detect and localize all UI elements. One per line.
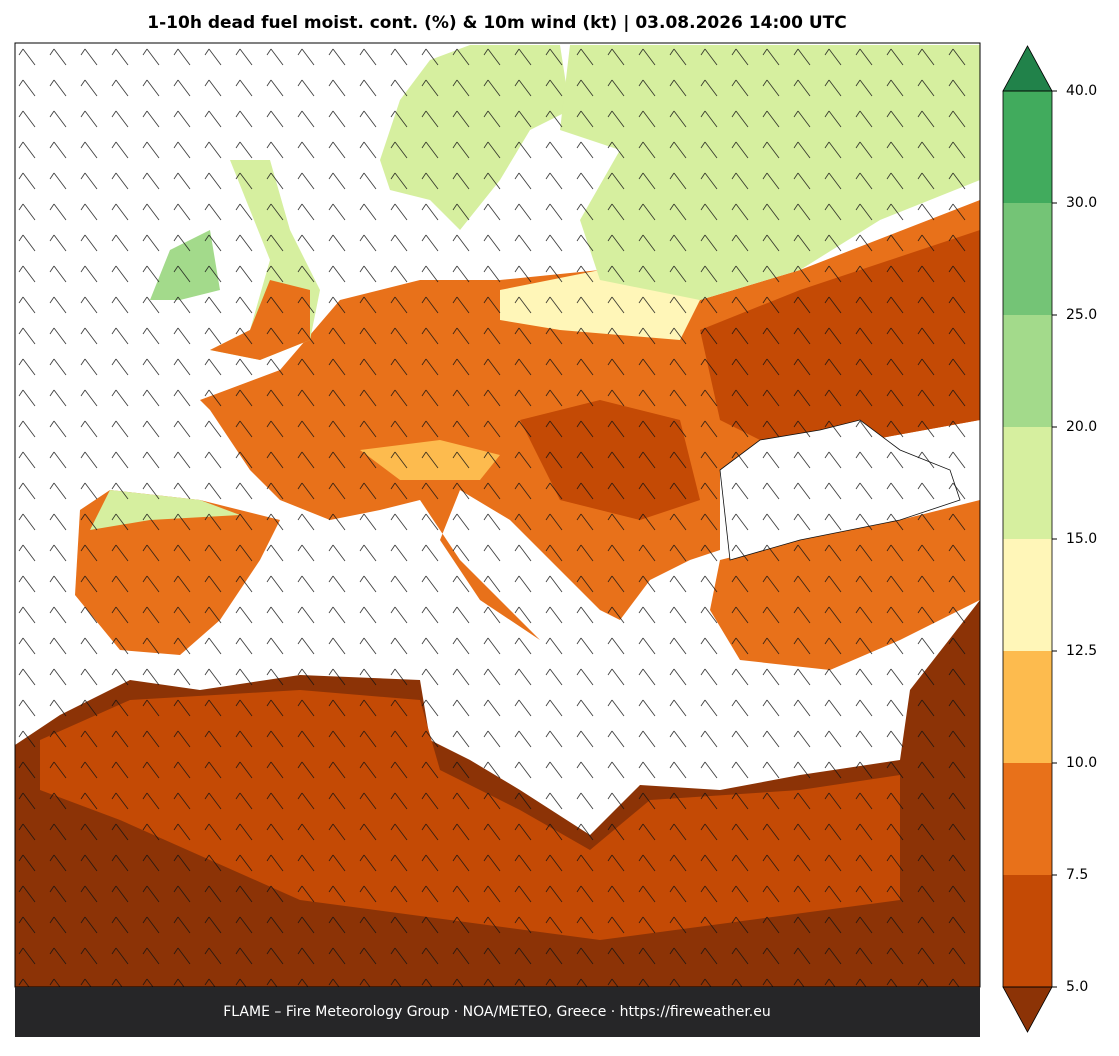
wind-barbs [15, 43, 980, 987]
colorbar-tick-label: 40.0 [1066, 83, 1097, 99]
colorbar-segment [1003, 763, 1052, 875]
colorbar-tick-label: 12.5 [1066, 643, 1097, 659]
title: 1-10h dead fuel moist. cont. (%) & 10m w… [147, 13, 846, 33]
colorbar-segment [1003, 91, 1052, 203]
colorbar-tick-label: 5.0 [1066, 979, 1088, 995]
footer-bar [15, 987, 980, 1037]
footer: FLAME – Fire Meteorology Group · NOA/MET… [223, 1004, 771, 1020]
colorbar-tick-label: 25.0 [1066, 307, 1097, 323]
colorbar-extend-high [1002, 45, 1053, 92]
colorbar-segment [1003, 315, 1052, 427]
colorbar-extend-low [1002, 986, 1053, 1033]
colorbar-segment [1003, 203, 1052, 315]
colorbar-tick-label: 20.0 [1066, 419, 1097, 435]
colorbar-segment [1003, 539, 1052, 651]
colorbar-tick-label: 10.0 [1066, 755, 1097, 771]
colorbar: 5.0 7.5 10.0 12.5 15.0 20.0 25.0 30.0 40.0 [1002, 45, 1097, 1033]
colorbar-tick-label: 15.0 [1066, 531, 1097, 547]
colorbar-tick-label: 30.0 [1066, 195, 1097, 211]
map [15, 43, 980, 987]
colorbar-tick-label: 7.5 [1066, 867, 1088, 883]
colorbar-segment [1003, 427, 1052, 539]
colorbar-segment [1003, 651, 1052, 763]
colorbar-segment [1003, 875, 1052, 987]
